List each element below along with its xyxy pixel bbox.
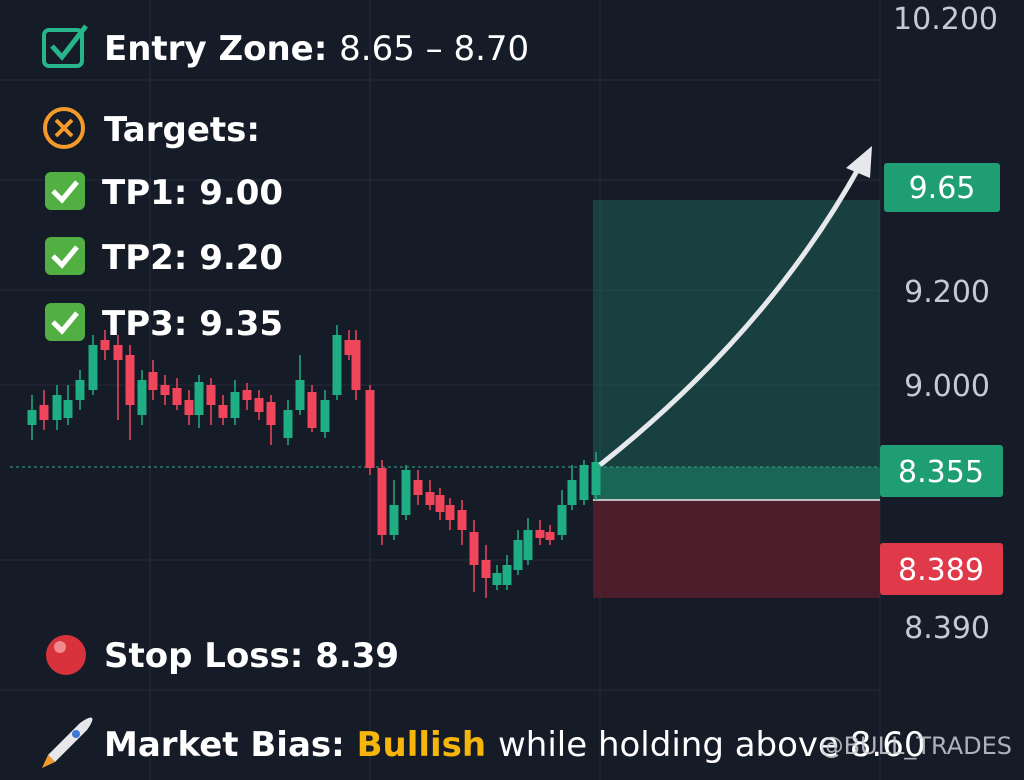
candle-body	[137, 380, 147, 415]
candle-body	[320, 400, 330, 432]
candle-body	[332, 335, 342, 395]
candle-body	[194, 382, 204, 415]
stop-zone	[593, 500, 880, 598]
candle-body	[502, 565, 512, 585]
candle-body	[481, 560, 491, 578]
candle-body	[254, 398, 264, 412]
arrow	[598, 160, 865, 467]
candle-body	[457, 510, 467, 530]
candle-body	[513, 540, 523, 570]
candle-body	[435, 495, 445, 512]
candle-body	[218, 405, 228, 418]
candle-body	[523, 530, 533, 560]
tp1: TP1: 9.00	[102, 173, 283, 213]
candle-body	[557, 505, 567, 535]
candle-body	[425, 492, 435, 505]
candle-body	[63, 400, 73, 418]
candle-body	[266, 402, 276, 425]
candles	[27, 325, 601, 598]
arrow-head	[846, 146, 872, 178]
candle-body	[377, 468, 387, 535]
target-icon	[43, 107, 85, 149]
watermark: @BULL_TRADES	[820, 732, 1012, 760]
entry-zone	[593, 467, 880, 500]
tp-icons	[45, 172, 85, 341]
candle-body	[413, 480, 423, 495]
rocket-icon	[42, 717, 93, 768]
entry-badge-text: 8.355	[898, 455, 984, 490]
candle-body	[27, 410, 37, 425]
candle-body	[283, 410, 293, 438]
candle-body	[591, 462, 601, 495]
stop-badge	[880, 543, 1003, 595]
candle-body	[351, 340, 361, 390]
profit-zone	[593, 200, 880, 500]
candle-body	[125, 355, 135, 405]
candle-body	[113, 345, 123, 360]
target-badge	[884, 163, 1000, 212]
stop-loss: Stop Loss: 8.39	[104, 636, 399, 676]
target-badge-text: 9.65	[909, 171, 976, 206]
candle-body	[184, 400, 194, 415]
candle-body	[75, 380, 85, 400]
candle-body	[100, 340, 110, 350]
check-icon	[42, 24, 88, 68]
candle-body	[88, 345, 98, 390]
candle-body	[307, 392, 317, 428]
candle-body	[160, 385, 170, 395]
candle-body	[230, 392, 240, 418]
candle-body	[469, 532, 479, 565]
stop-badge-text: 8.389	[898, 553, 984, 588]
candle-body	[579, 465, 589, 500]
candle-body	[295, 380, 305, 410]
entry-label: Entry Zone: 8.65 – 8.70	[104, 29, 529, 69]
candle-body	[401, 470, 411, 515]
candle-body	[344, 340, 354, 355]
candle-body	[148, 372, 158, 390]
candle-body	[492, 573, 502, 585]
entry-badge	[880, 445, 1003, 497]
candle-body	[535, 530, 545, 538]
tp2: TP2: 9.20	[102, 238, 283, 278]
candle-body	[445, 505, 455, 520]
axis-label: 10.200	[893, 2, 998, 37]
candle-body	[242, 390, 252, 400]
candle-body	[545, 532, 555, 540]
candle-body	[172, 388, 182, 405]
axis-label: 8.390	[904, 611, 990, 646]
axis-label: 9.000	[904, 369, 990, 404]
market-bias: Market Bias: Bullish while holding above…	[104, 725, 925, 765]
candle-body	[39, 405, 49, 420]
candle-body	[52, 395, 62, 420]
stop-icon	[46, 635, 86, 675]
candle-body	[389, 505, 399, 535]
candle-body	[567, 480, 577, 505]
candle-body	[365, 390, 375, 468]
tp3: TP3: 9.35	[102, 304, 283, 344]
candle-body	[206, 385, 216, 405]
targets-title: Targets:	[104, 110, 260, 150]
stop-icon-shine	[54, 641, 66, 653]
axis-label: 9.200	[904, 275, 990, 310]
